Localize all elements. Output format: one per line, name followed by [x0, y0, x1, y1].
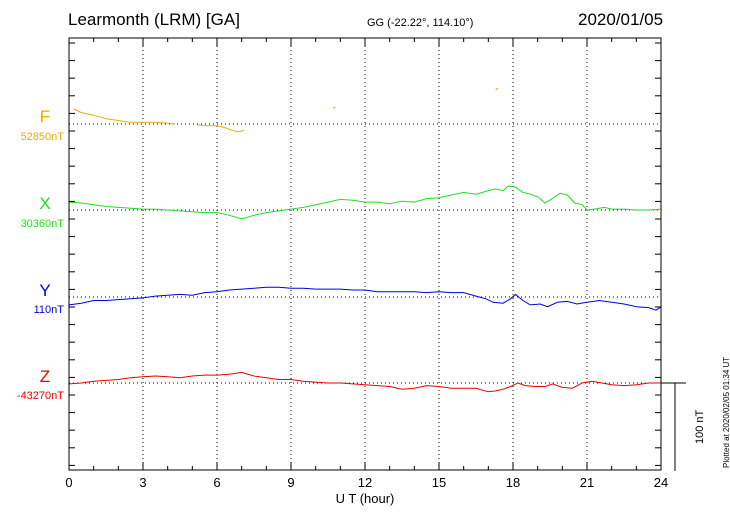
- series-line-y: [68, 286, 662, 311]
- x-tick-label: 12: [358, 475, 372, 490]
- series-line-f: [495, 87, 499, 91]
- series-baseline-z: -43270nT: [16, 390, 64, 402]
- series-baseline-x: 30360nT: [20, 218, 64, 230]
- series-baseline-f: 52850nT: [20, 131, 64, 143]
- coordinates-label: GG (-22.22°, 114.10°): [367, 17, 474, 29]
- station-title: Learmonth (LRM) [GA]: [68, 10, 240, 29]
- grid-lines: [69, 38, 661, 470]
- scale-bar-label: 100 nT: [694, 409, 706, 444]
- x-axis-label: U T (hour): [336, 491, 395, 506]
- series-baseline-y: 110nT: [33, 304, 64, 316]
- x-tick-label: 0: [65, 475, 72, 490]
- x-tick-label: 3: [139, 475, 146, 490]
- series-line-x: [68, 185, 662, 220]
- x-tick-label: 21: [580, 475, 594, 490]
- axis-ticks: 0 3 6 9 12 15 18 21 24: [65, 38, 668, 490]
- series-line-z: [68, 371, 661, 393]
- series-line-f: [73, 108, 176, 125]
- series-label-z: Z: [39, 367, 51, 386]
- date-label: 2020/01/05: [578, 10, 664, 29]
- plotted-timestamp: Plotted at 2020/02/05 01:34 UT: [722, 356, 730, 468]
- series-lines: [68, 87, 662, 393]
- series-label-x: X: [39, 194, 51, 213]
- x-tick-label: 6: [213, 475, 220, 490]
- series-label-y: Y: [39, 281, 51, 300]
- series-line-f: [332, 106, 336, 109]
- scale-bar: [661, 382, 686, 471]
- x-tick-label: 18: [506, 475, 520, 490]
- series-line-f: [197, 124, 245, 133]
- series-label-f: F: [39, 107, 51, 126]
- x-tick-label: 9: [287, 475, 294, 490]
- x-tick-label: 15: [432, 475, 446, 490]
- x-tick-label: 24: [654, 475, 668, 490]
